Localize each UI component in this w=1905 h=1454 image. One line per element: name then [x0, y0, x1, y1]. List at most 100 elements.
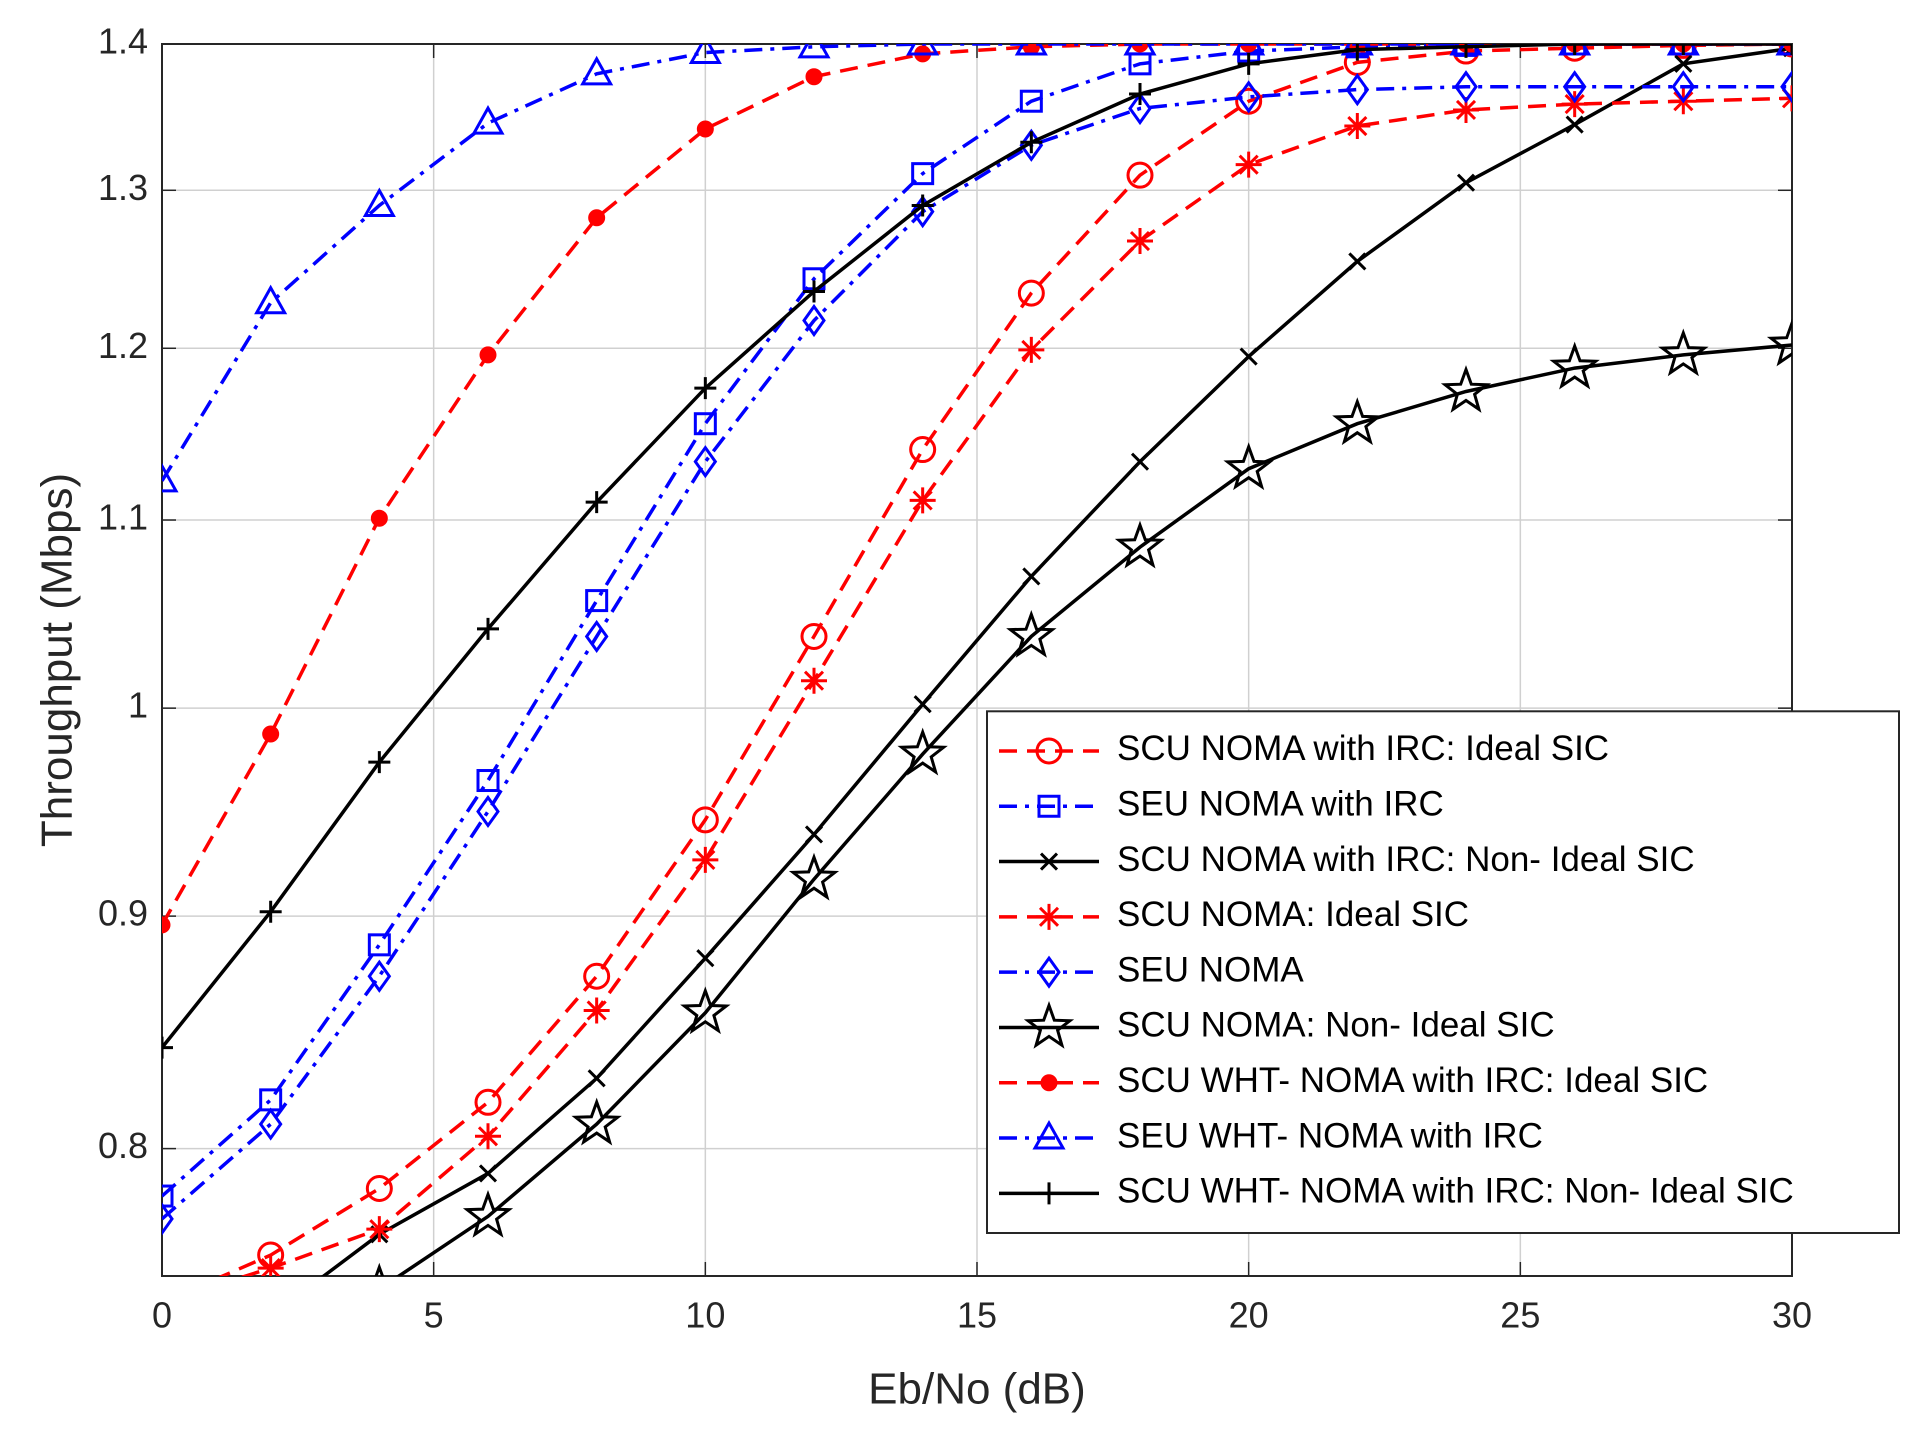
marker	[797, 44, 831, 59]
marker	[1128, 91, 1152, 126]
marker	[1239, 347, 1258, 366]
marker	[580, 55, 614, 86]
marker	[583, 962, 611, 990]
marker	[911, 162, 935, 186]
legend-marker	[1035, 737, 1063, 765]
marker	[1346, 44, 1369, 61]
legend: SCU NOMA with IRC: Ideal SIC SEU NOMA wit…	[986, 710, 1900, 1234]
series	[239, 85, 1792, 1276]
x-tick-label: 30	[1772, 1295, 1812, 1336]
legend-label: SCU NOMA: Non- Ideal SIC	[1117, 1006, 1555, 1045]
marker	[909, 436, 937, 464]
legend-marker	[1039, 852, 1059, 871]
marker	[805, 68, 823, 86]
marker	[254, 284, 288, 315]
x-tick-label: 5	[424, 1295, 444, 1336]
marker	[258, 1107, 283, 1141]
legend-marker	[1032, 1119, 1066, 1150]
marker	[693, 445, 718, 479]
legend-box	[986, 710, 1900, 1234]
marker	[474, 1088, 502, 1116]
marker	[1022, 567, 1041, 586]
marker	[1345, 73, 1370, 107]
marker	[1674, 54, 1693, 73]
marker	[162, 462, 179, 493]
marker	[362, 187, 396, 218]
marker	[913, 695, 932, 714]
series-line	[218, 44, 1792, 1276]
x-tick-label: 15	[957, 1295, 997, 1336]
marker	[1562, 70, 1587, 104]
marker	[1671, 70, 1696, 104]
y-tick-label: 1.2	[98, 325, 148, 366]
marker	[479, 346, 497, 364]
legend-label: SCU NOMA: Ideal SIC	[1117, 895, 1469, 934]
legend-label: SEU NOMA	[1117, 950, 1304, 989]
marker	[462, 1189, 514, 1238]
y-tick-label: 1.3	[98, 167, 148, 208]
marker	[906, 44, 940, 56]
x-tick-label: 20	[1229, 1295, 1269, 1336]
marker	[696, 120, 714, 138]
marker	[141, 1390, 183, 1430]
marker	[1549, 341, 1600, 390]
marker	[262, 725, 280, 743]
marker	[583, 997, 610, 1024]
legend-label: SCU NOMA with IRC: Non- Ideal SIC	[1117, 840, 1695, 879]
marker	[1014, 44, 1048, 56]
marker	[475, 1123, 501, 1150]
marker	[571, 1097, 622, 1146]
marker	[1129, 82, 1151, 105]
marker	[1223, 442, 1274, 491]
marker	[1114, 520, 1166, 569]
marker	[788, 852, 840, 901]
marker	[897, 727, 948, 776]
legend-marker	[1036, 903, 1062, 930]
legend-label: SCU NOMA with IRC: Ideal SIC	[1117, 729, 1609, 768]
marker	[1019, 89, 1043, 113]
series	[162, 70, 1792, 1236]
marker	[477, 617, 499, 640]
y-tick-label: 1.1	[98, 497, 148, 538]
marker	[368, 751, 391, 774]
legend-marker	[1040, 1074, 1058, 1092]
marker	[1018, 336, 1045, 363]
legend-label: SEU WHT- NOMA with IRC	[1117, 1116, 1543, 1155]
marker	[259, 900, 282, 923]
marker	[1766, 318, 1792, 367]
x-tick-label: 25	[1500, 1295, 1540, 1336]
marker	[585, 491, 608, 514]
marker	[1344, 113, 1371, 140]
marker	[802, 303, 826, 338]
marker	[1563, 44, 1586, 55]
x-axis-label: Eb/No (dB)	[868, 1365, 1086, 1414]
marker	[800, 622, 828, 650]
marker	[162, 1184, 174, 1208]
y-tick-label: 1	[128, 685, 148, 726]
marker	[476, 769, 500, 793]
marker	[1565, 115, 1584, 134]
marker	[693, 412, 717, 436]
marker	[367, 933, 391, 957]
x-tick-label: 0	[152, 1295, 172, 1336]
marker	[1022, 44, 1040, 56]
marker	[688, 44, 722, 64]
marker	[367, 959, 392, 993]
x-tick-label: 10	[685, 1295, 725, 1336]
marker	[257, 1255, 284, 1276]
legend-label: SCU WHT- NOMA with IRC: Ideal SIC	[1117, 1061, 1708, 1100]
marker	[911, 194, 934, 217]
marker	[1237, 52, 1260, 75]
legend-label: SEU NOMA with IRC	[1117, 785, 1444, 824]
legend-marker	[1038, 1182, 1060, 1205]
y-axis-label: Throughput (Mbps)	[33, 473, 82, 847]
marker	[370, 509, 388, 527]
marker	[588, 209, 606, 227]
marker	[696, 949, 715, 968]
marker	[1126, 161, 1154, 189]
marker	[478, 1164, 498, 1183]
series-layer	[141, 44, 1792, 1430]
marker	[162, 1202, 174, 1236]
marker	[366, 1216, 393, 1243]
